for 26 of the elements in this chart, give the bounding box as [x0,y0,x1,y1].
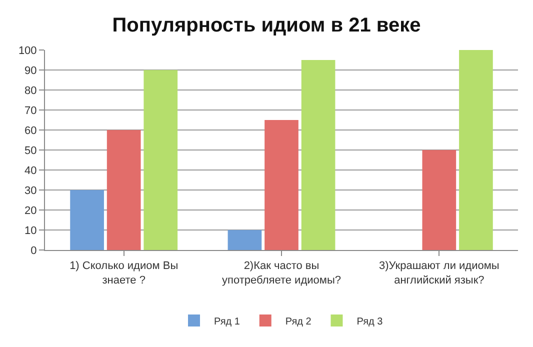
bar [264,120,298,250]
bar [144,70,178,250]
y-tick-label: 10 [24,224,37,237]
bar [228,230,262,250]
y-tick-label: 0 [30,244,37,257]
y-tick-label: 50 [24,144,37,157]
y-tick-label: 20 [24,204,37,217]
y-tick-label: 100 [18,44,37,57]
legend-label: Ряд 3 [356,316,384,328]
x-tick-label: 2)Как часто вы употребляете идиомы? [222,260,341,286]
legend-label: Ряд 1 [214,316,240,328]
bar [70,190,104,250]
y-tick-label: 30 [24,184,37,197]
y-tick-label: 90 [24,64,37,77]
bar [422,150,456,250]
bar [106,130,141,250]
y-tick-label: 80 [24,84,37,97]
legend-label: Ряд 2 [285,316,312,328]
y-tick-label: 60 [24,124,37,137]
bar [459,50,493,250]
x-tick-label: 1) Сколько идиом Вы знаете ? [70,260,178,286]
bar [301,60,336,250]
y-tick-label: 40 [24,164,37,177]
chart-title: Популярность идиом в 21 веке [112,14,421,36]
x-tick-label: 3)Украшают ли идиомы английский язык? [379,260,500,286]
y-tick-label: 70 [24,104,37,117]
